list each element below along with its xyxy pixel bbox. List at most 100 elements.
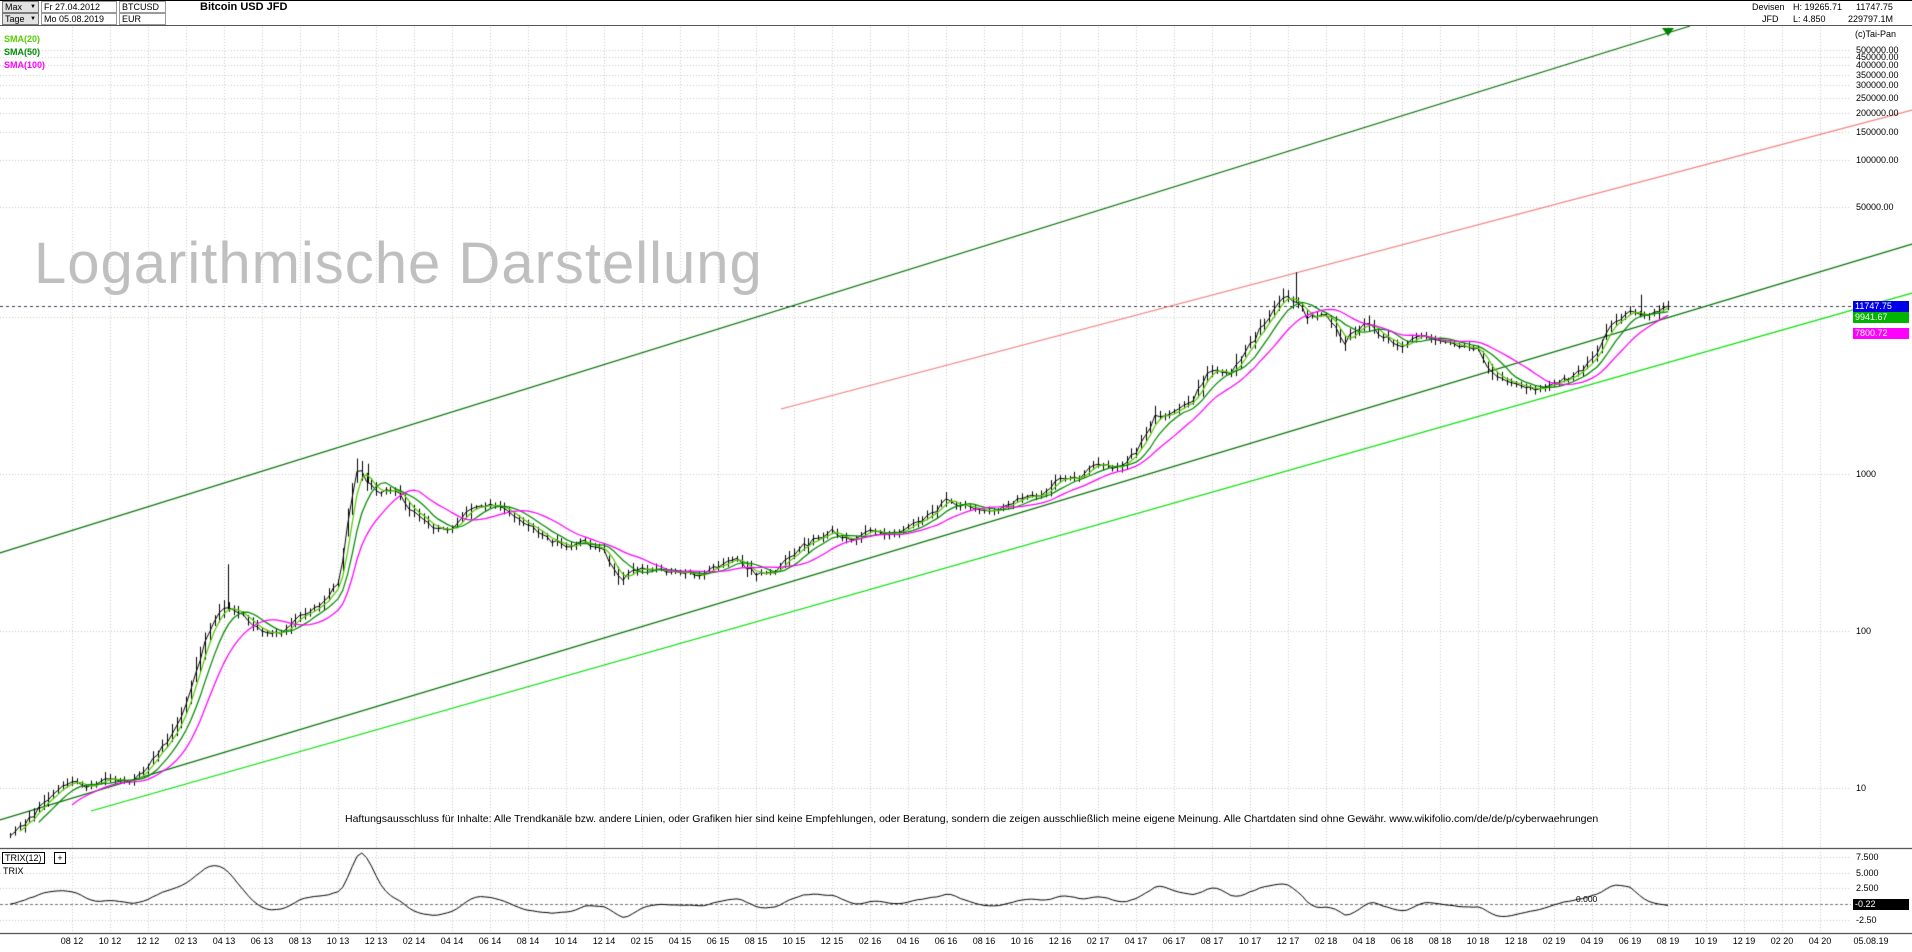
- time-axis-label: 04 18: [1352, 936, 1376, 946]
- copyright-label: (c)Tai-Pan: [1855, 29, 1897, 39]
- trix-indicator-label[interactable]: TRIX(12): [2, 852, 45, 864]
- time-axis-label: 08 13: [288, 936, 312, 946]
- legend-sma50: SMA(50): [4, 47, 41, 57]
- end-date-field[interactable]: Mo 05.08.2019: [41, 13, 117, 25]
- time-axis-label: 08 19: [1656, 936, 1680, 946]
- trix-axis-label: 2.500: [1856, 883, 1879, 894]
- time-axis-label: 10 19: [1694, 936, 1718, 946]
- price-axis-label: 400000.00: [1856, 60, 1899, 71]
- period-select-button[interactable]: Tage ▼: [2, 13, 39, 25]
- time-axis-label: 10 16: [1010, 936, 1034, 946]
- time-axis-label: 08 14: [516, 936, 540, 946]
- start-date-field[interactable]: Fr 27.04.2012: [41, 1, 117, 13]
- symbol-field[interactable]: BTCUSD: [119, 1, 166, 13]
- time-axis-label: 04 19: [1580, 936, 1604, 946]
- time-axis-label: 02 13: [174, 936, 198, 946]
- trix-expand-button[interactable]: +: [54, 852, 66, 864]
- range-select-button[interactable]: Max ▼: [2, 1, 39, 13]
- time-axis-label: 12 17: [1276, 936, 1300, 946]
- time-axis-label: 12 15: [820, 936, 844, 946]
- time-axis-label: 12 14: [592, 936, 616, 946]
- price-axis-label: 300000.00: [1856, 80, 1899, 91]
- time-axis-label: 06 16: [934, 936, 958, 946]
- volume-label: 229797.1M: [1848, 14, 1894, 24]
- price-axis-label: 250000.00: [1856, 92, 1899, 103]
- time-axis-label: 02 15: [630, 936, 654, 946]
- time-axis-label: 06 17: [1162, 936, 1186, 946]
- header-row-1: Max ▼ Fr 27.04.2012 BTCUSD Bitcoin USD JF…: [0, 1, 1912, 13]
- price-axis-label: 50000.00: [1856, 202, 1894, 213]
- price-tag: 11747.75: [1853, 300, 1909, 312]
- dropdown-arrow-icon: ▼: [30, 15, 36, 22]
- price-axis-label: 200000.00: [1856, 107, 1899, 118]
- trix-axis-label: 7.500: [1856, 851, 1879, 862]
- time-axis-last-label: 05.08.19: [1853, 936, 1889, 946]
- time-axis-label: 08 18: [1428, 936, 1452, 946]
- price-axis-label: 100: [1856, 626, 1872, 636]
- price-axis-label: 100000.00: [1856, 155, 1899, 165]
- legend-sma20: SMA(20): [4, 34, 41, 44]
- currency-field[interactable]: EUR: [119, 13, 166, 25]
- time-axis-label: 06 14: [478, 936, 502, 946]
- low-value-label: L: 4.850: [1793, 14, 1826, 24]
- price-axis-label: 150000.00: [1856, 127, 1899, 138]
- header-row-2: Tage ▼ Mo 05.08.2019 EUR JFD L: 4.850 229…: [0, 13, 1912, 25]
- time-axis-label: 12 13: [364, 936, 388, 946]
- time-axis-label: 08 16: [972, 936, 996, 946]
- time-axis-label: 02 14: [402, 936, 426, 946]
- chart-header: Max ▼ Fr 27.04.2012 BTCUSD Bitcoin USD JF…: [0, 0, 1912, 26]
- time-axis-label: 02 16: [858, 936, 882, 946]
- time-axis-label: 10 12: [98, 936, 122, 946]
- price-tag: 7800.72: [1853, 328, 1909, 340]
- price-axis-label: 500000.00: [1856, 45, 1899, 56]
- time-axis-label: 08 17: [1200, 936, 1224, 946]
- period-select-label: Tage: [5, 13, 25, 24]
- price-axis-label: 450000.00: [1856, 52, 1899, 63]
- price-axis-label: 1000: [1856, 469, 1877, 479]
- time-axis-label: 04 16: [896, 936, 920, 946]
- disclaimer-text: Haftungsausschluss für Inhalte: Alle Tre…: [345, 813, 1599, 825]
- time-axis-label: 08 12: [60, 936, 84, 946]
- chart-title: Bitcoin USD JFD: [200, 1, 288, 13]
- time-axis-label: 10 15: [782, 936, 806, 946]
- time-axis-label: 10 18: [1466, 936, 1490, 946]
- range-select-label: Max: [5, 1, 23, 12]
- trix-sub-label: TRIX: [3, 866, 24, 876]
- time-axis-label: 04 15: [668, 936, 692, 946]
- price-axis-label: 350000.00: [1856, 69, 1899, 80]
- time-axis-label: 04 13: [212, 936, 236, 946]
- time-axis-label: 06 18: [1390, 936, 1414, 946]
- time-axis-label: 02 18: [1314, 936, 1338, 946]
- trix-last-value-tag: -0.22: [1853, 899, 1909, 910]
- time-axis-label: 04 17: [1124, 936, 1148, 946]
- time-axis-label: 12 12: [136, 936, 160, 946]
- time-axis-label: 12 19: [1732, 936, 1756, 946]
- category-label: Devisen: [1752, 2, 1785, 12]
- time-axis-label: 06 13: [250, 936, 274, 946]
- feed-label: JFD: [1762, 14, 1779, 24]
- time-axis-label: 02 19: [1542, 936, 1566, 946]
- time-axis-label: 08 15: [744, 936, 768, 946]
- price-axis-label: 10: [1856, 783, 1867, 793]
- time-axis-label: 04 14: [440, 936, 464, 946]
- time-axis-label: 10 17: [1238, 936, 1262, 946]
- time-axis-label: 02 20: [1770, 936, 1794, 946]
- trix-axis-label: 5.000: [1856, 867, 1879, 878]
- legend-sma100: SMA(100): [4, 60, 46, 70]
- price-tag: 9941.67: [1853, 311, 1909, 323]
- high-value-label: H: 19265.71: [1793, 2, 1843, 12]
- time-axis-label: 10 13: [326, 936, 350, 946]
- time-axis-label: 02 17: [1086, 936, 1110, 946]
- trix-axis-label: -2.50: [1856, 914, 1877, 925]
- trix-zero-line-label: 0.000: [1576, 894, 1598, 904]
- last-price-label: 11747.75: [1856, 2, 1893, 12]
- time-axis-label: 04 20: [1808, 936, 1832, 946]
- time-axis-label: 12 16: [1048, 936, 1072, 946]
- time-axis-label: 12 18: [1504, 936, 1528, 946]
- time-axis-label: 06 15: [706, 936, 730, 946]
- time-axis-label: 06 19: [1618, 936, 1642, 946]
- dropdown-arrow-icon: ▼: [30, 3, 36, 10]
- time-axis-label: 10 14: [554, 936, 578, 946]
